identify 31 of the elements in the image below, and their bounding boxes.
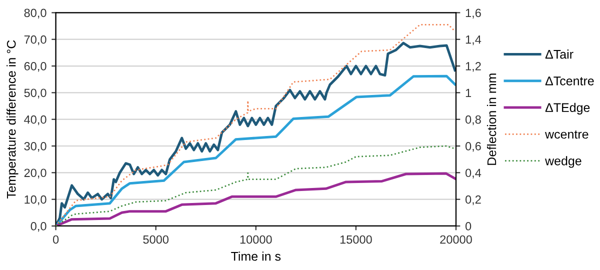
y-axis-title: Temperature difference in °C: [6, 40, 18, 199]
y2-tick-label: 1,2: [466, 62, 481, 72]
legend-label: ΔTcentre: [545, 76, 594, 86]
y2-tick-label: 0,2: [465, 195, 481, 206]
y2-tick-label: 1: [466, 88, 472, 97]
y-tick-label: 70,0: [24, 35, 46, 46]
y-tick-label: 80,0: [24, 8, 46, 18]
x-tick-label: 15000: [340, 235, 372, 244]
y2-tick-label: 0,6: [465, 142, 481, 152]
x-tick-label: 20000: [440, 235, 472, 244]
y2-tick-label: 1,6: [466, 8, 481, 18]
y-tick-label: 60,0: [24, 62, 46, 72]
y2-axis-title: Deflection in mm: [486, 74, 496, 165]
y2-tick-label: 0: [465, 222, 472, 230]
x-tick-label: 5000: [143, 235, 169, 244]
y-tick-label: 30,0: [24, 142, 46, 152]
x-axis-title: Time in s: [231, 252, 281, 261]
legend-label: ΔTair: [545, 50, 574, 59]
y2-tick-label: 1,4: [466, 36, 482, 46]
y-tick-label: 0,0: [30, 222, 46, 232]
y-tick-label: 20,0: [24, 168, 46, 178]
x-tick-label: 0: [52, 235, 59, 244]
y2-tick-label: 0,8: [465, 115, 481, 126]
legend-label: ΔTEdge: [545, 102, 590, 114]
x-tick-label: 10000: [240, 235, 272, 244]
y-tick-label: 10,0: [24, 195, 46, 206]
y-tick-label: 50,0: [24, 88, 46, 98]
y2-tick-label: 0,4: [465, 168, 482, 178]
legend-label: wedge: [545, 156, 582, 168]
legend-label: wcentre: [545, 130, 588, 139]
y-tick-label: 40,0: [24, 115, 46, 126]
